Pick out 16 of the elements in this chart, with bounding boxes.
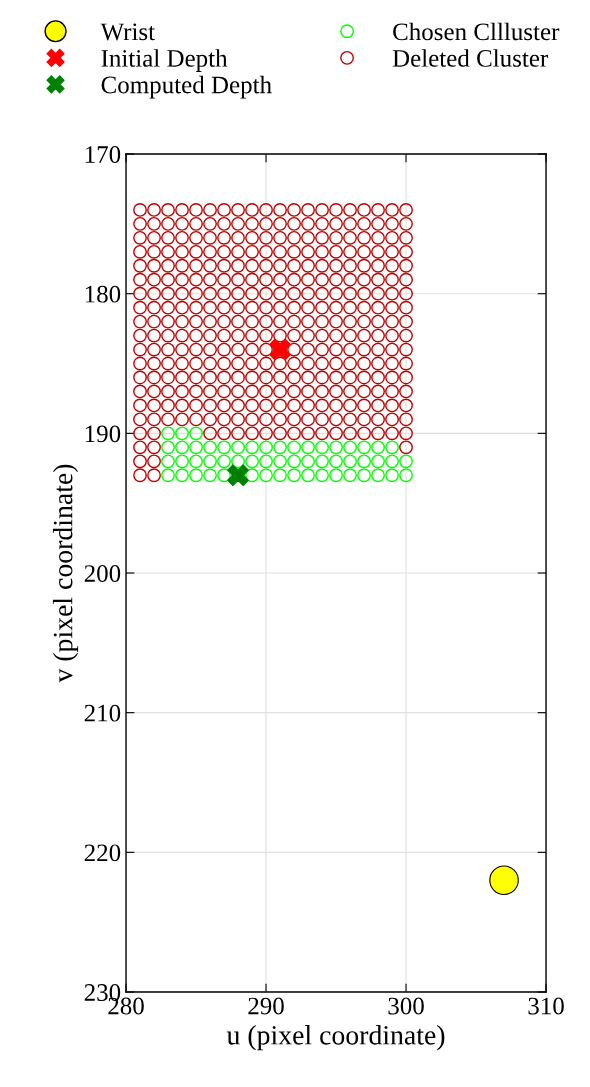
y-tick-label: 190	[85, 425, 121, 443]
legend-label: Wrist	[100, 23, 155, 41]
y-axis-title: v (pixel coordinate)	[52, 464, 79, 683]
x-tick-label: 310	[528, 997, 564, 1015]
legend-label: Initial Depth	[101, 49, 228, 72]
legend-label: Computed Depth	[101, 75, 272, 99]
x-tick-label: 300	[388, 997, 424, 1015]
y-tick-label: 200	[84, 565, 121, 582]
legend-label: Chosen Cllluster	[393, 22, 560, 41]
y-tick-label: 180	[85, 285, 121, 303]
y-tick-label: 220	[84, 844, 121, 862]
y-tick-label: 210	[84, 704, 121, 722]
x-tick-label: 290	[248, 997, 284, 1015]
x-axis-title: u (pixel coordinate)	[226, 1025, 445, 1051]
legend-label: Deleted Cluster	[392, 49, 549, 67]
y-tick-label: 170	[85, 146, 121, 163]
